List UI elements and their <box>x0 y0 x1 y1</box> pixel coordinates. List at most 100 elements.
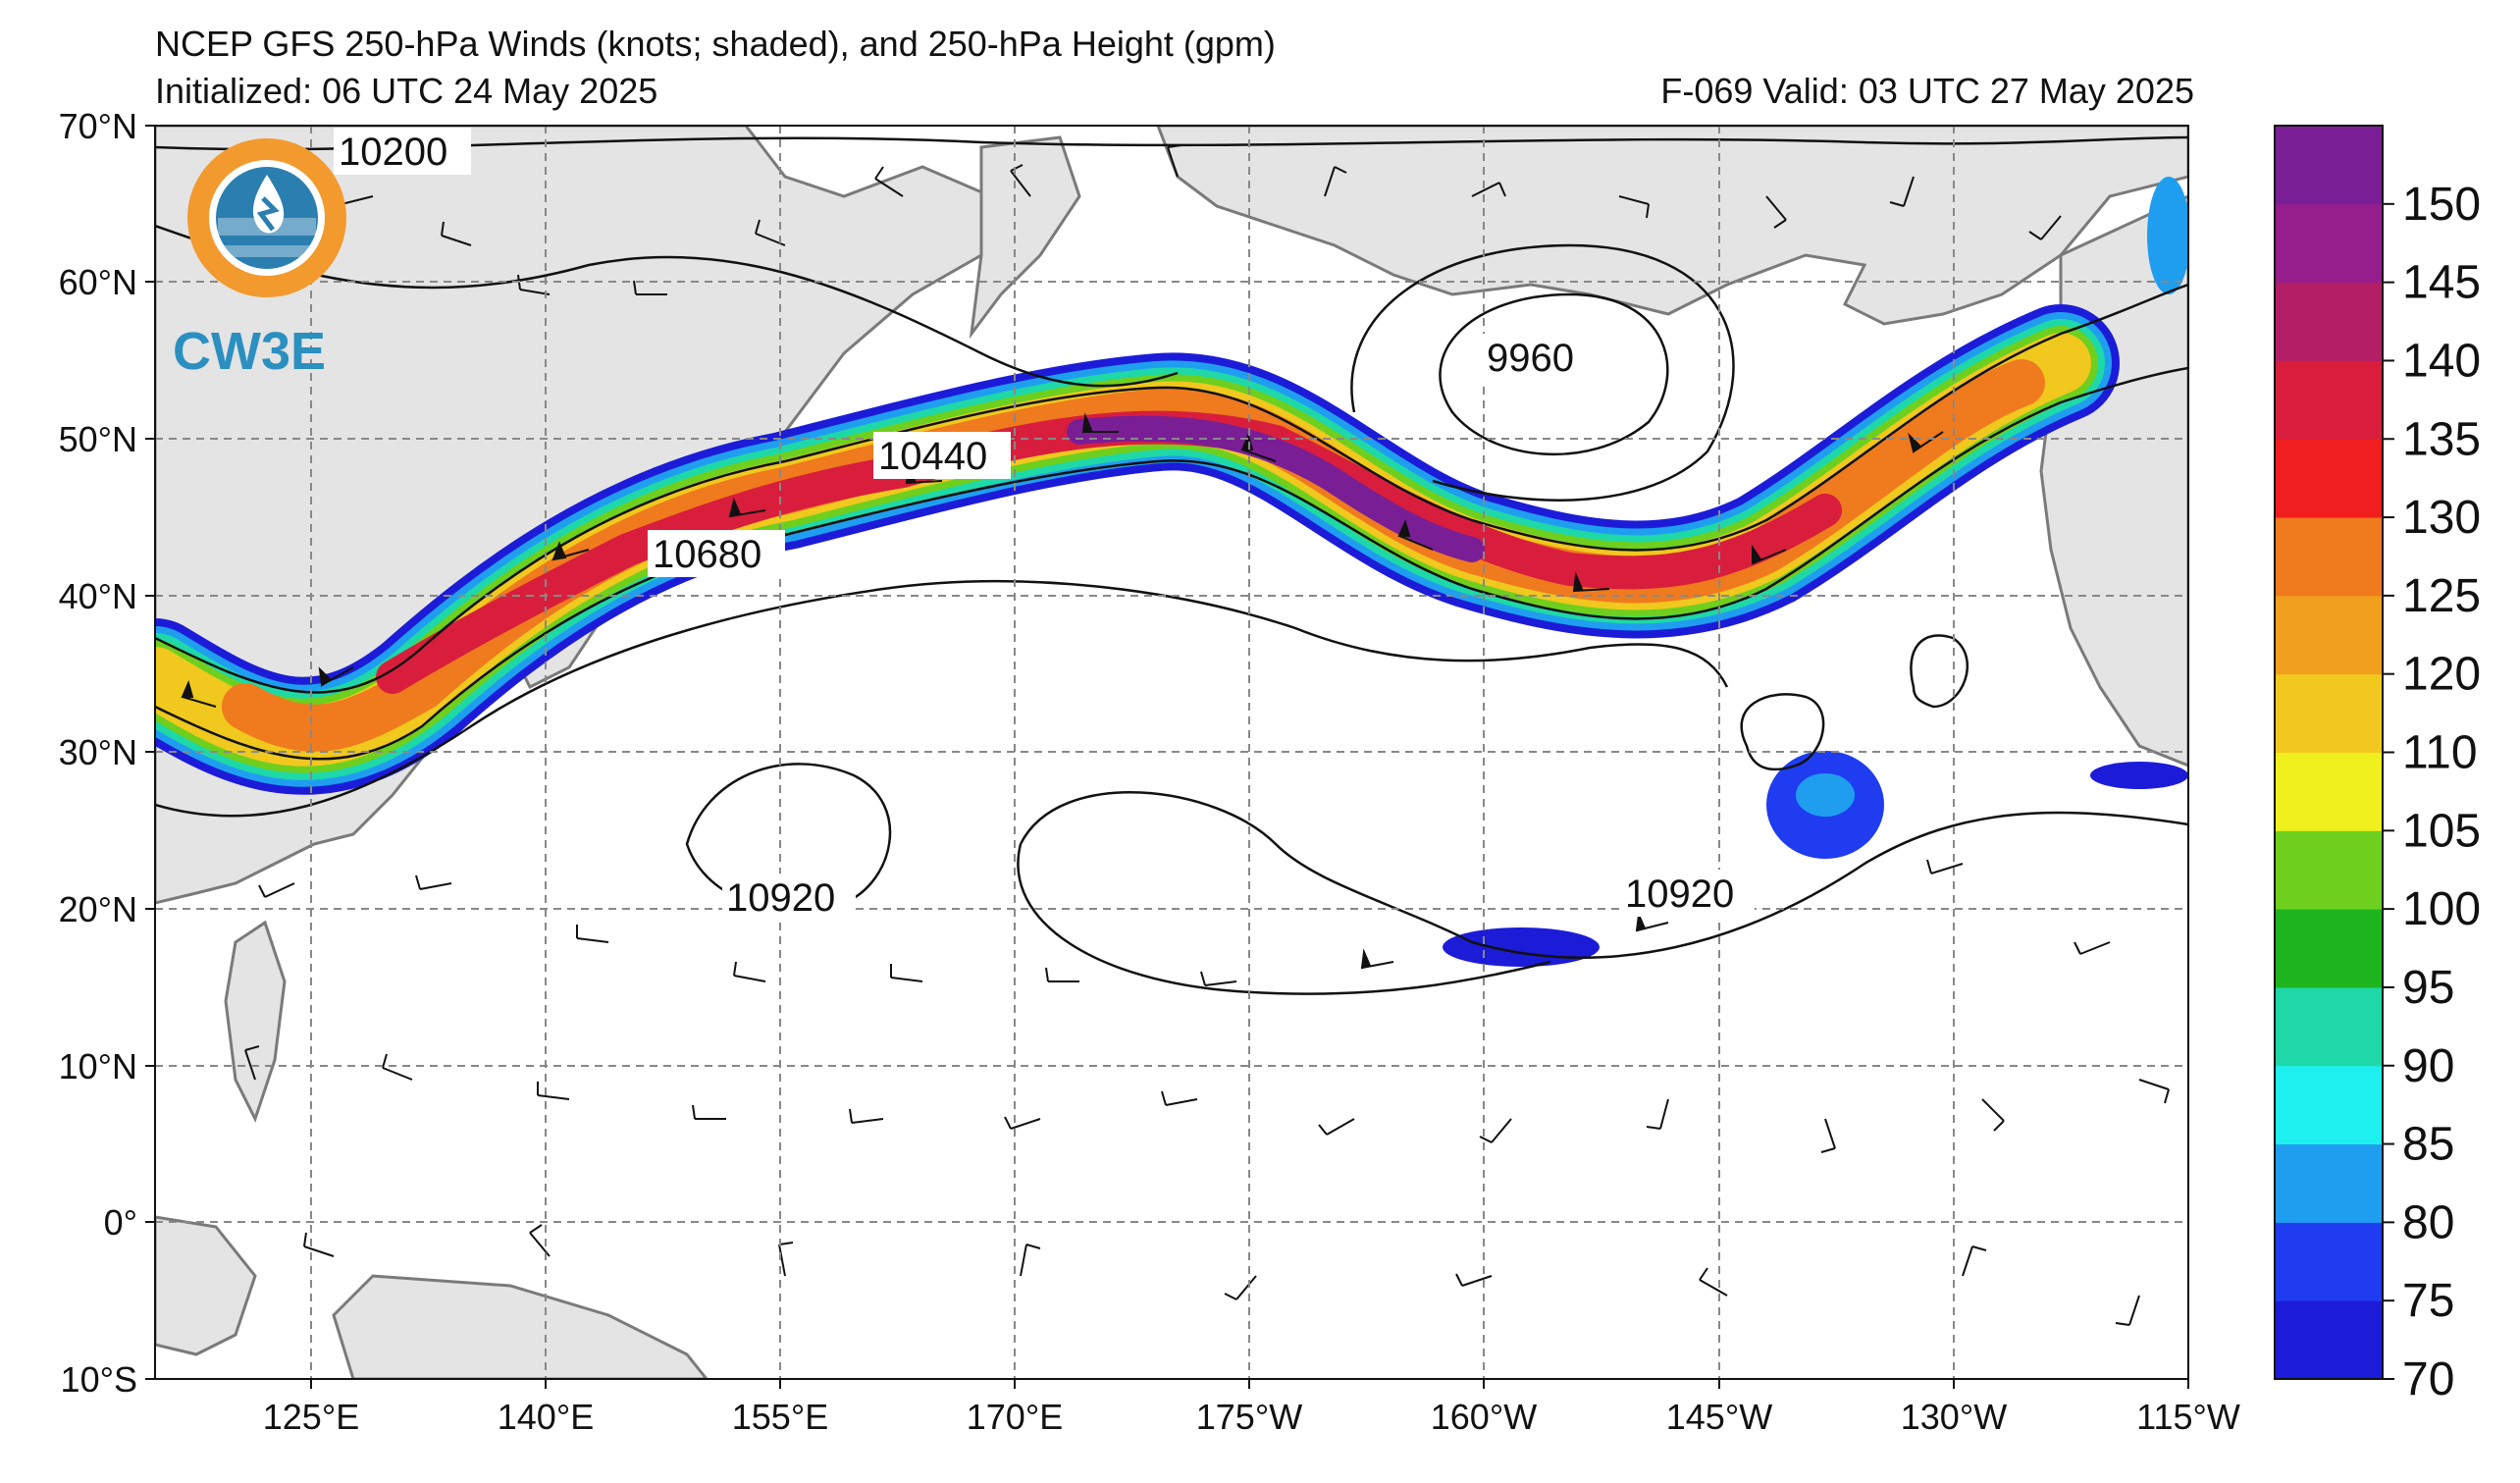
wind-barb <box>1765 195 1787 229</box>
colorbar-label: 145 <box>2402 257 2481 309</box>
wind-barb <box>415 874 452 890</box>
wind-barb <box>1926 859 1964 874</box>
wind-barb <box>1200 971 1237 986</box>
cw3e-logo: CW3E <box>173 138 346 381</box>
wind-barb <box>1572 571 1610 593</box>
map-content: 10200 9960 10440 10680 10920 10920 <box>155 126 2188 1379</box>
valid-time-label: F-069 Valid: 03 UTC 27 May 2025 <box>1660 71 2194 111</box>
colorbar-label: 120 <box>2402 649 2481 701</box>
wind-barb <box>1455 1273 1493 1287</box>
colorbar-label: 105 <box>2402 805 2481 857</box>
contour-labels: 10200 9960 10440 10680 10920 10920 <box>334 128 1755 921</box>
lat-label: 60°N <box>59 262 137 302</box>
lat-label: 70°N <box>59 106 137 146</box>
philippines-land <box>224 920 287 1123</box>
wind-barb <box>576 925 609 943</box>
colorbar-label: 125 <box>2402 570 2481 622</box>
wind-barb <box>1360 948 1394 970</box>
contour-line <box>155 579 1729 818</box>
wind-barb <box>1010 164 1031 197</box>
wind-barb <box>2074 941 2111 955</box>
contour-line <box>1439 292 1669 456</box>
colorbar-label: 110 <box>2402 727 2478 779</box>
alaska-land <box>1156 126 2188 326</box>
wind-barb <box>1167 144 1182 178</box>
colorbar-segment <box>2275 830 2383 910</box>
wind-barb <box>890 964 923 982</box>
wind-barb <box>1471 182 1506 197</box>
initialized-label: Initialized: 06 UTC 24 May 2025 <box>155 71 658 111</box>
longitude-axis <box>310 1379 2189 1389</box>
colorbar-label: 100 <box>2402 883 2481 935</box>
wind-barb <box>1161 1090 1198 1106</box>
latitude-labels: 70°N 60°N 50°N 40°N 30°N 20°N 10°N 0° 10… <box>59 106 137 1400</box>
colorbar-segment <box>2275 909 2383 988</box>
wind-speed-patches <box>1443 177 2188 967</box>
wind-barb <box>1618 195 1650 219</box>
colorbar-segment <box>2275 439 2383 518</box>
lat-label: 20°N <box>59 889 137 929</box>
colorbar-segment <box>2275 126 2383 205</box>
height-contours <box>155 135 2188 995</box>
lat-label: 10°N <box>59 1046 137 1086</box>
jet-patch-central-core <box>1796 773 1855 817</box>
contour-label-10440: 10440 <box>878 435 987 478</box>
lat-label: 0° <box>104 1202 137 1243</box>
map-title: NCEP GFS 250-hPa Winds (knots; shaded), … <box>155 24 1276 64</box>
contour-line <box>155 283 2188 694</box>
jet-patch-subtropical <box>1443 927 1600 967</box>
colorbar-label: 90 <box>2402 1040 2454 1092</box>
colorbar-segment <box>2275 595 2383 675</box>
wind-barb <box>303 1232 335 1257</box>
colorbar-label: 95 <box>2402 962 2454 1014</box>
wind-barb <box>1981 1098 2005 1132</box>
wind-barb <box>1635 911 1669 932</box>
new-guinea-land <box>332 1274 709 1379</box>
latitude-axis <box>145 125 155 1380</box>
wind-barb <box>1397 519 1434 551</box>
colorbar: 70 75 80 85 90 95 100 105 110 120 125 130 135 140 145 1… <box>2274 125 2481 1405</box>
contour-label-9960: 9960 <box>1487 337 1574 380</box>
wind-barb <box>1045 967 1079 982</box>
contour-label-10920-west: 10920 <box>726 876 835 920</box>
lon-label: 130°W <box>1901 1397 2007 1437</box>
wind-barb <box>2028 215 2062 240</box>
wind-barb <box>692 1104 726 1120</box>
wind-barb <box>1324 166 1347 197</box>
colorbar-label: 135 <box>2402 413 2481 465</box>
contour-label-10200: 10200 <box>339 131 447 174</box>
wind-barb <box>2115 1295 2140 1326</box>
wind-barb <box>874 166 904 197</box>
colorbar-label: 85 <box>2402 1119 2454 1171</box>
colorbar-label: 130 <box>2402 492 2481 544</box>
grid-lines <box>155 126 2188 1379</box>
colorbar-segment <box>2275 1300 2383 1380</box>
wind-barb <box>1224 1275 1257 1300</box>
colorbar-label: 140 <box>2402 335 2481 387</box>
lon-label: 155°E <box>732 1397 828 1437</box>
lon-label: 145°W <box>1666 1397 1772 1437</box>
colorbar-segment <box>2275 282 2383 361</box>
lat-label: 10°S <box>61 1359 137 1400</box>
colorbar-segment <box>2275 203 2383 284</box>
wind-barb <box>181 680 217 708</box>
contour-label-10920-east: 10920 <box>1625 873 1734 916</box>
colorbar-segment <box>2275 517 2383 597</box>
contour-line <box>1740 693 1825 771</box>
wind-barb <box>1646 1098 1669 1130</box>
contour-line <box>1017 843 1551 995</box>
colorbar-segment <box>2275 1143 2383 1223</box>
colorbar-segment <box>2275 1065 2383 1145</box>
wind-barb <box>244 1045 260 1081</box>
lon-label: 175°W <box>1196 1397 1302 1437</box>
wind-barb <box>733 961 766 982</box>
lat-label: 30°N <box>59 732 137 772</box>
contour-line <box>1350 243 1735 502</box>
wind-barb <box>441 221 472 246</box>
contour-line <box>1910 634 1969 709</box>
jet-patch-east <box>2090 762 2188 789</box>
wind-barb <box>1889 176 1915 207</box>
indonesia-land <box>155 1215 257 1356</box>
colorbar-label: 80 <box>2402 1196 2454 1248</box>
colorbar-label: 150 <box>2402 179 2481 231</box>
